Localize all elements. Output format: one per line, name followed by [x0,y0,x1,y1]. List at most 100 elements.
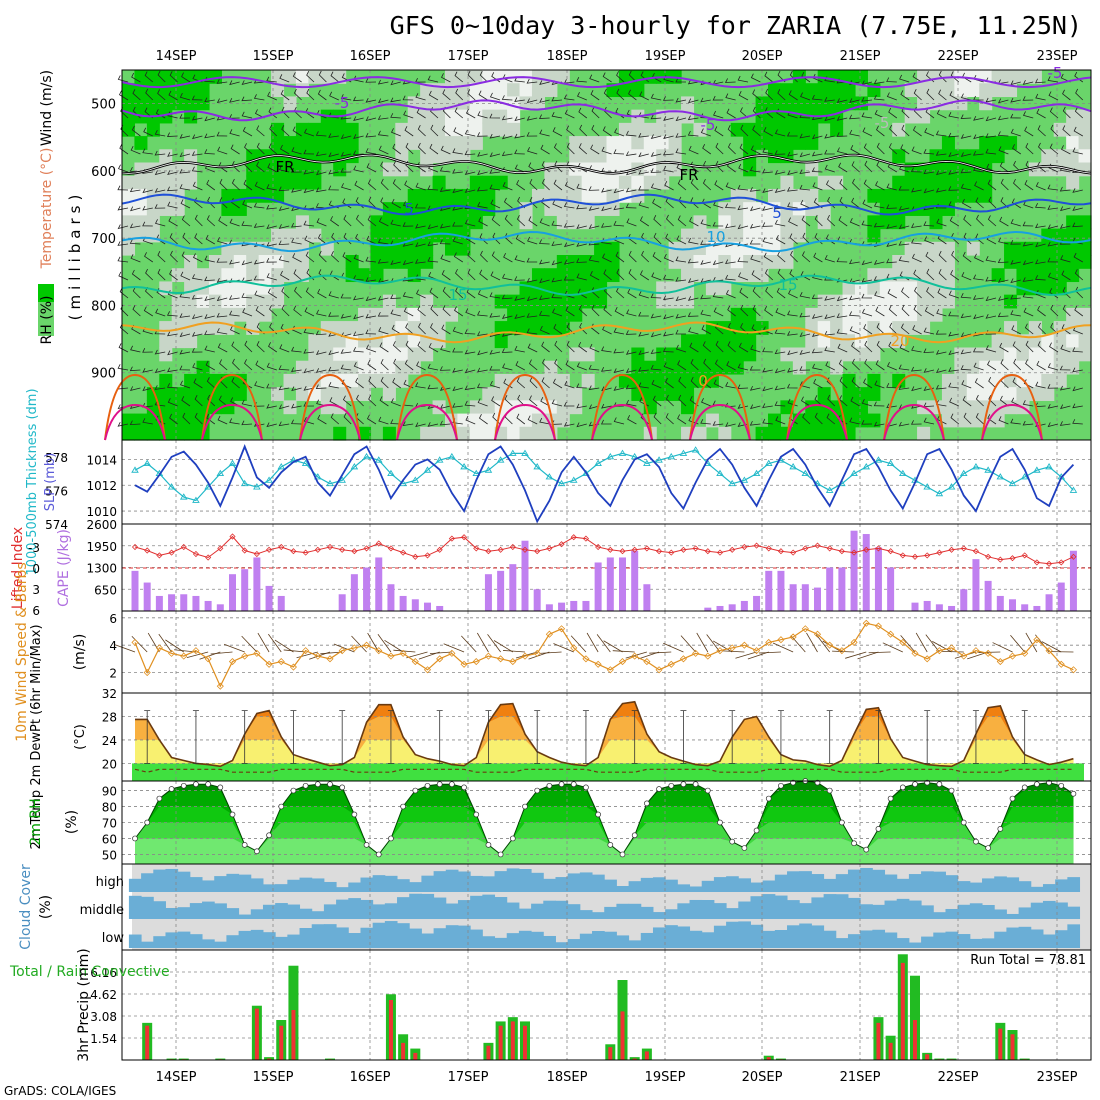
wind-barb [811,151,823,157]
contour-label: 20 [890,332,909,350]
wind-barb [800,199,811,209]
li-tick: 0 [32,562,40,576]
wind-barb [650,349,662,355]
wind-barb [489,152,501,158]
rh-point [607,841,614,848]
wind-barb [464,385,476,391]
cloud-cell [299,877,313,892]
wind-point [314,652,322,660]
wind-barb [430,323,439,335]
wind-barb [849,80,860,85]
cloud-cell [1018,907,1032,919]
wind-barb [727,125,736,137]
cloud-cell [518,908,532,919]
wind-barb [132,89,141,101]
wind-barb [811,348,823,354]
wind-barb [1059,206,1071,212]
lifted-index-line [131,533,1077,567]
wind-barb [675,329,687,335]
wind-barb [563,222,575,228]
cape-bar [801,584,809,611]
wind-barb [774,349,786,355]
wind-barb [266,224,277,230]
wind-barb [999,395,1009,407]
li-point [509,543,516,551]
precip-conv-bar [413,1052,418,1060]
wind-barb [539,325,550,335]
cloud-cell [482,894,496,919]
thickness-point [265,476,273,483]
wind-barb [551,220,563,227]
wind-barb [988,376,997,389]
wind-barb [477,331,488,337]
wind-point [533,649,541,657]
wind-point [1033,636,1041,644]
cloud-cell [616,885,630,892]
wind-barb [836,147,848,155]
wind-barb [278,404,290,410]
cloud-cell [579,872,593,892]
wind-barb [763,252,774,263]
wind-barb [616,71,625,83]
wind-barb [328,185,339,191]
wind-barb [142,348,153,353]
cloud-cell [860,868,873,892]
wind-barb [129,223,141,229]
wind-barb [1047,363,1059,371]
wind-barb [391,198,401,209]
wind-barb [315,151,327,157]
wind-barb [266,383,277,389]
wind-barb [166,186,178,192]
wind-barb [899,74,910,83]
wind-barb [132,286,141,299]
cloud-cell [701,880,715,892]
wind-barb [1035,203,1046,209]
surface-barb [612,650,635,653]
cape-bar [887,567,895,611]
wind-barb [390,113,401,119]
wind-barb [1022,400,1034,407]
li-tick: 6 [32,604,40,618]
cloud-cell [921,905,934,919]
precip-conv-bar [998,1028,1003,1060]
wind-barb [901,287,910,299]
cape-bar [594,562,602,611]
wind-barb [690,178,699,191]
wind-barb [1010,113,1021,119]
wind-barb [825,234,836,245]
rh-point [388,835,394,842]
li-point [814,542,821,549]
wind-barb [625,151,637,157]
date-label-bottom: 17SEP [448,1070,489,1085]
wind-barb [925,251,935,263]
wind-barb [739,107,749,119]
lifted-index-axis-label: Lifted Index [10,527,26,609]
rh-point [461,784,467,791]
wind-barb [526,328,538,335]
wind-barb [1047,257,1059,263]
wind-barb [392,179,402,191]
wind-barb [1023,307,1034,317]
contour-minus5-upper [121,76,1092,89]
wind-barb [241,221,253,227]
wind-barb [749,385,761,391]
wind-barb [219,196,228,209]
wind-barb [600,367,612,372]
wind-barb [911,346,922,353]
cloud-cell [689,930,703,948]
precip-conv-bar [279,1025,284,1060]
wind-barb [167,383,178,389]
wind-barb [563,242,575,248]
wind-barb [179,313,191,318]
wind-barb [404,126,414,137]
wind-barb [1022,96,1034,101]
wind-barb [749,166,761,173]
wind-barb [504,395,513,407]
cape-bar [606,557,614,611]
wind-point [289,663,298,671]
wind-speed-line [131,619,1078,690]
cloud-cell [348,933,361,948]
rh-band [135,838,1074,864]
wind-barb [353,254,364,263]
cloud-cell [482,876,496,892]
